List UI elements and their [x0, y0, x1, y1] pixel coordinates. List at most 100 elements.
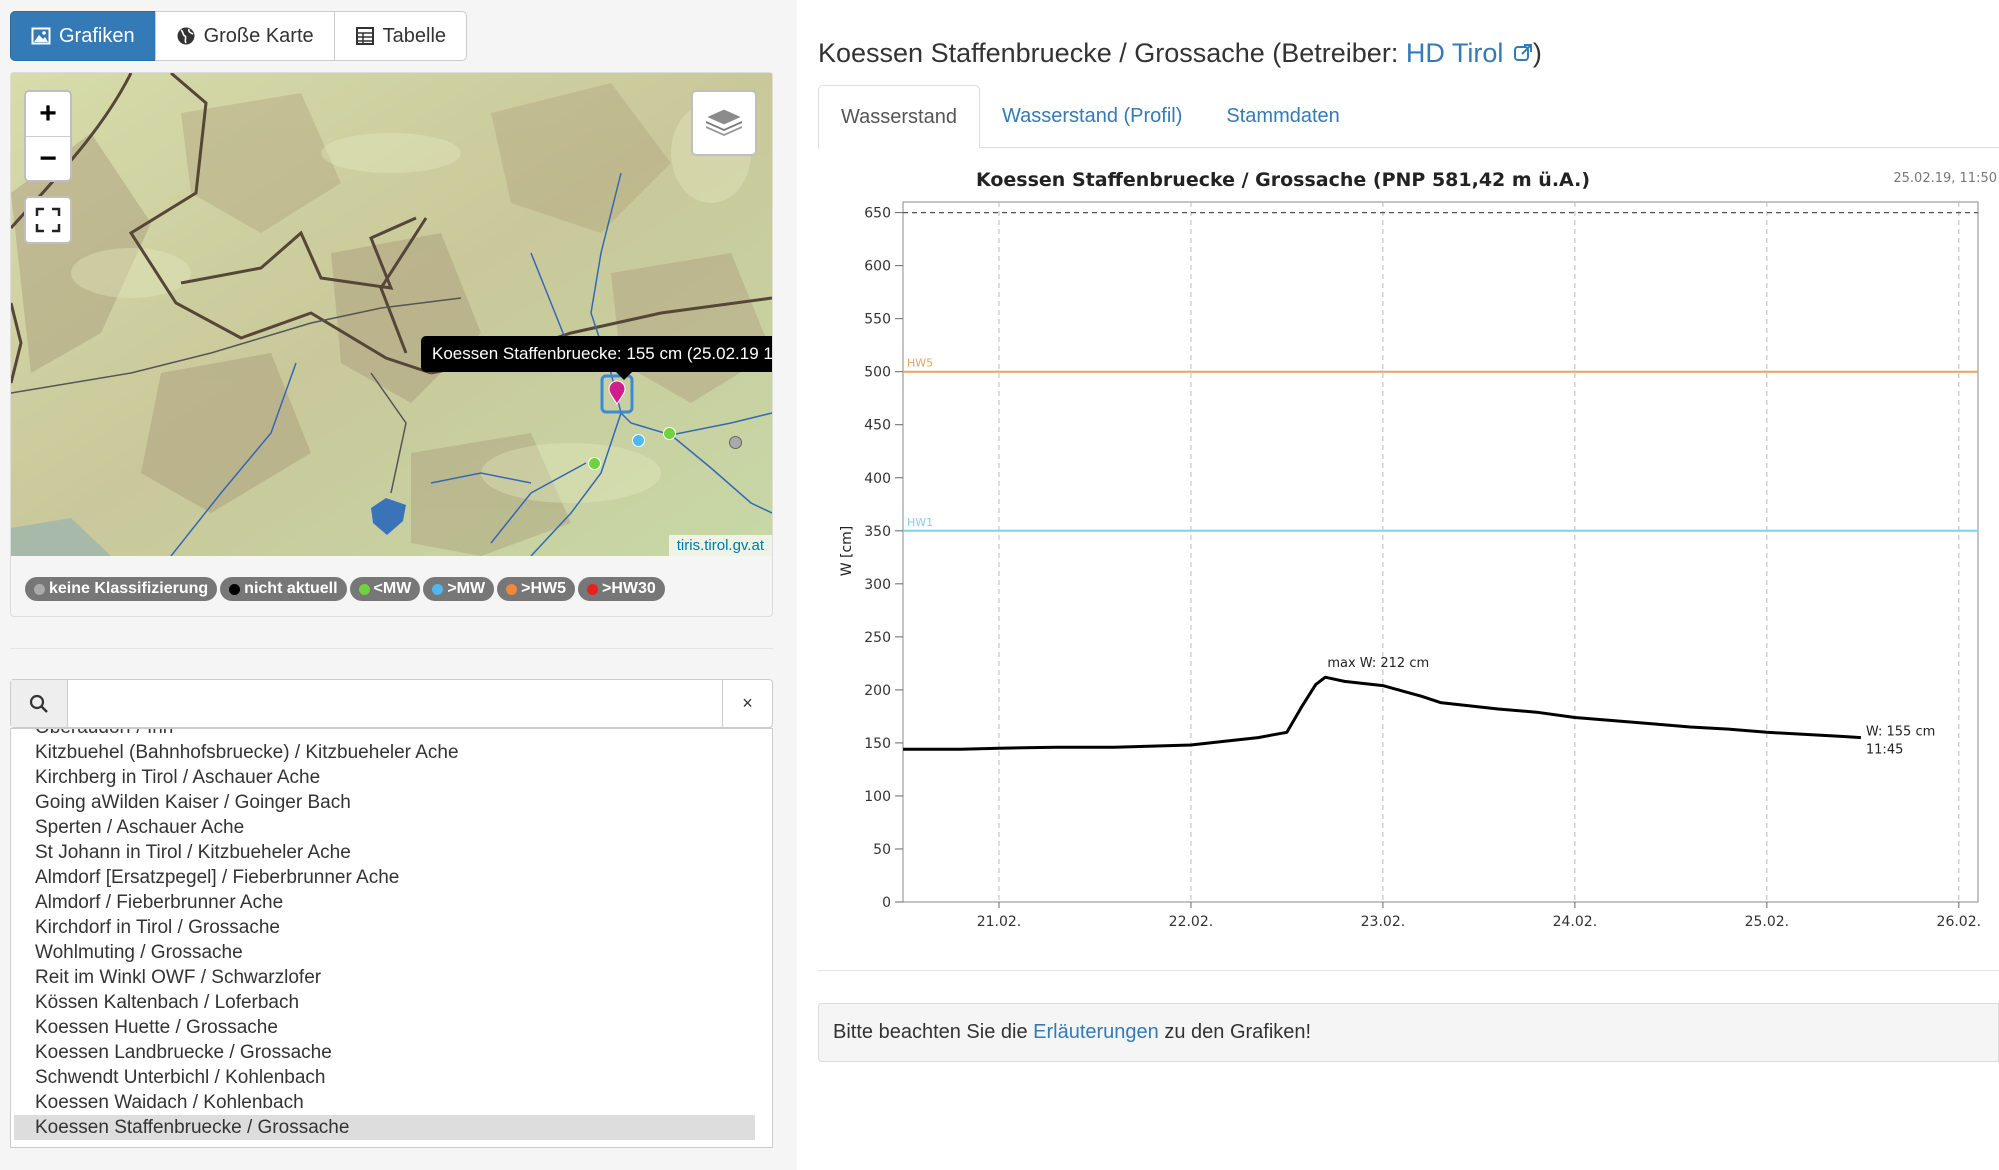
list-item[interactable]: Kirchberg in Tirol / Aschauer Ache — [35, 767, 321, 788]
list-item[interactable]: Sperten / Aschauer Ache — [35, 817, 245, 838]
tab-stammdaten[interactable]: Stammdaten — [1226, 105, 1340, 127]
station-dot-lt-mw[interactable] — [588, 457, 601, 470]
y-tick-label: 650 — [864, 206, 891, 222]
list-item[interactable]: Kirchdorf in Tirol / Grossache — [35, 917, 280, 938]
view-switch: Grafiken Große Karte Tabelle — [10, 11, 468, 61]
status-dot-icon — [358, 583, 370, 595]
x-tick-label: 21.02. — [977, 914, 1022, 930]
zoom-in-button[interactable]: + — [39, 97, 57, 130]
legend-item: >HW30 — [578, 577, 665, 601]
y-tick-label: 50 — [873, 842, 891, 858]
legend-item: keine Klassifizierung — [25, 577, 218, 601]
y-tick-label: 150 — [864, 736, 891, 752]
status-dot-icon — [34, 583, 45, 595]
water-level-chart: Koessen Staffenbruecke / Grossache (PNP … — [839, 169, 1997, 930]
status-dot-icon — [506, 583, 518, 595]
threshold-label: HW1 — [907, 516, 933, 529]
y-tick-label: 300 — [864, 577, 891, 593]
legend-item: >MW — [423, 577, 495, 601]
legend-item: <MW — [349, 577, 421, 601]
station-list[interactable]: Oberaudorf / Inn Kitzbuehel (Bahnhofsbrue… — [10, 728, 773, 1148]
list-item[interactable]: St Johann in Tirol / Kitzbueheler Ache — [35, 842, 351, 863]
title-suffix: ) — [1532, 38, 1542, 68]
list-item[interactable]: Oberaudorf / Inn — [14, 729, 755, 740]
operator-link[interactable]: HD Tirol — [1406, 38, 1533, 68]
legend-item: >HW5 — [497, 577, 575, 601]
y-tick-label: 250 — [864, 630, 891, 646]
status-dot-icon — [432, 583, 444, 595]
list-item[interactable]: Almdorf / Fieberbrunner Ache — [35, 892, 284, 913]
fullscreen-button[interactable] — [24, 196, 72, 244]
y-tick-label: 600 — [864, 259, 891, 275]
grafiken-button[interactable]: Grafiken — [10, 11, 156, 61]
max-value-annotation: max W: 212 cm — [1327, 656, 1429, 671]
clear-search-button[interactable]: × — [722, 680, 772, 727]
grafiken-label: Grafiken — [59, 24, 135, 47]
external-link-icon — [1513, 44, 1532, 61]
search-input[interactable] — [68, 680, 722, 727]
legend-item: nicht aktuell — [220, 577, 347, 601]
station-search: × — [10, 679, 773, 728]
y-tick-label: 450 — [864, 418, 891, 434]
station-dot-lt-mw[interactable] — [663, 427, 676, 440]
list-item[interactable]: Wohlmuting / Grossache — [35, 942, 243, 963]
series-line — [903, 675, 1861, 751]
x-tick-label: 22.02. — [1169, 914, 1214, 930]
list-item[interactable]: Koessen Landbruecke / Grossache — [35, 1042, 332, 1063]
x-tick-label: 23.02. — [1361, 914, 1406, 930]
tabelle-label: Tabelle — [382, 24, 447, 47]
left-panel: Grafiken Große Karte Tabelle — [0, 0, 797, 1170]
legend-label: keine Klassifizierung — [49, 580, 209, 597]
tabelle-button[interactable]: Tabelle — [333, 11, 468, 61]
legend-label: >HW5 — [521, 580, 566, 597]
list-item[interactable]: Going aWilden Kaiser / Goinger Bach — [35, 792, 351, 813]
tab-bar: Wasserstand Wasserstand (Profil) Stammda… — [818, 85, 1999, 149]
current-time-annotation: 11:45 — [1866, 743, 1903, 758]
list-item[interactable]: Koessen Staffenbruecke / Grossache — [14, 1115, 755, 1140]
y-tick-label: 550 — [864, 312, 891, 328]
map[interactable]: + − tiris.tirol.gv.at Koessen Staffenbru… — [11, 73, 772, 556]
y-tick-label: 500 — [864, 365, 891, 381]
page-title: Koessen Staffenbruecke / Grossache (Betr… — [818, 38, 1542, 69]
station-marker[interactable] — [600, 374, 634, 414]
map-attribution[interactable]: tiris.tirol.gv.at — [668, 535, 772, 556]
list-item[interactable]: Kitzbuehel (Bahnhofsbruecke) / Kitzbuehe… — [35, 742, 459, 763]
list-item[interactable]: Koessen Waidach / Kohlenbach — [35, 1092, 304, 1113]
legend-label: >MW — [447, 580, 486, 597]
threshold-label: HW5 — [907, 357, 933, 370]
list-item[interactable]: Schwendt Unterbichl / Kohlenbach — [35, 1067, 326, 1088]
picture-icon — [31, 27, 51, 45]
y-tick-label: 200 — [864, 683, 891, 699]
list-item[interactable]: Kössen Kaltenbach / Loferbach — [35, 992, 300, 1013]
grosse-karte-label: Große Karte — [203, 24, 314, 47]
explanations-link[interactable]: Erläuterungen — [1033, 1021, 1159, 1043]
layers-icon — [704, 108, 744, 136]
station-dot-mw[interactable] — [632, 434, 645, 447]
note-prefix: Bitte beachten Sie die — [833, 1021, 1034, 1043]
current-value-annotation: W: 155 cm — [1866, 725, 1935, 740]
divider — [818, 970, 1999, 971]
map-legend: keine Klassifizierung nicht aktuell <MW … — [25, 577, 665, 601]
layers-button[interactable] — [691, 90, 757, 156]
search-addon — [11, 680, 68, 727]
list-item[interactable]: Almdorf [Ersatzpegel] / Fieberbrunner Ac… — [35, 867, 400, 888]
table-icon — [355, 27, 374, 45]
chart-timestamp: 25.02.19, 11:50 — [1893, 171, 1997, 186]
y-tick-label: 400 — [864, 471, 891, 487]
station-dot-unclassified[interactable] — [729, 436, 742, 449]
y-axis-label: W [cm] — [839, 526, 855, 577]
tab-wasserstand[interactable]: Wasserstand — [818, 85, 980, 149]
title-text: Koessen Staffenbruecke / Grossache (Betr… — [818, 38, 1406, 68]
station-tooltip: Koessen Staffenbruecke: 155 cm (25.02.19… — [421, 336, 772, 380]
x-tick-label: 24.02. — [1553, 914, 1598, 930]
list-item[interactable]: Reit im Winkl OWF / Schwarzlofer — [35, 967, 322, 988]
status-dot-icon — [229, 583, 241, 595]
grosse-karte-button[interactable]: Große Karte — [154, 11, 335, 61]
search-icon — [29, 694, 48, 713]
tab-wasserstand-profil[interactable]: Wasserstand (Profil) — [1001, 105, 1183, 127]
zoom-out-button[interactable]: − — [26, 136, 70, 180]
chart-title: Koessen Staffenbruecke / Grossache (PNP … — [976, 169, 1590, 191]
y-tick-label: 0 — [882, 895, 891, 911]
list-item[interactable]: Koessen Huette / Grossache — [35, 1017, 278, 1038]
info-note: Bitte beachten Sie die Erläuterungen zu … — [818, 1003, 1999, 1062]
